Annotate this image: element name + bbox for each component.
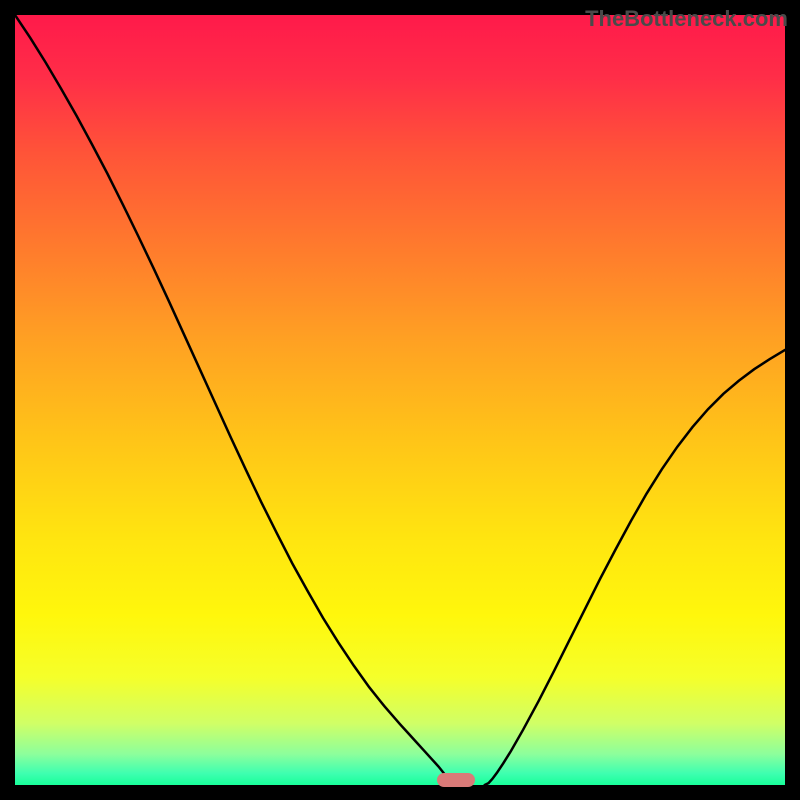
chart-plot-area: [15, 15, 785, 785]
chart-svg: [15, 15, 785, 785]
minimum-marker: [437, 773, 475, 787]
watermark-text: TheBottleneck.com: [585, 6, 788, 32]
chart-background-gradient: [15, 15, 785, 785]
